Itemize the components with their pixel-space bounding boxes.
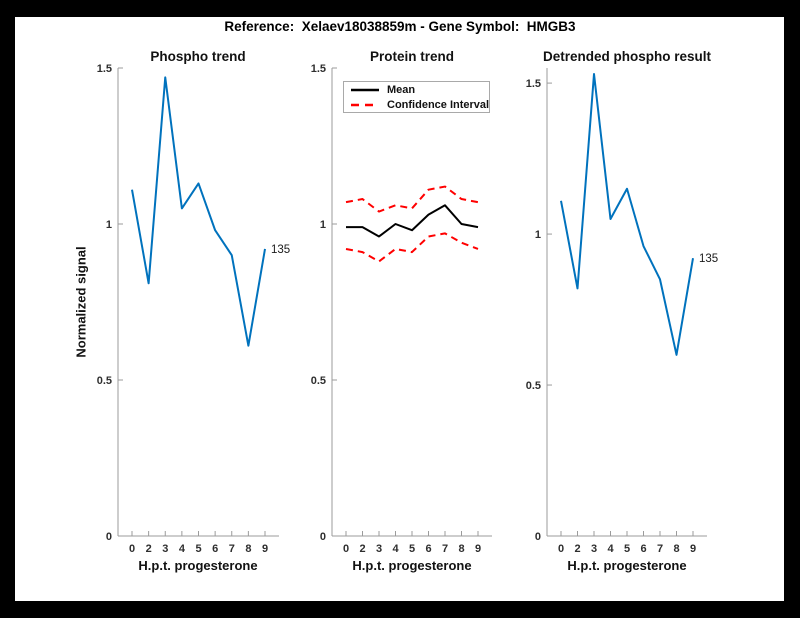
endpoint-annotation: 135: [271, 244, 290, 256]
tick-label: 6: [425, 543, 431, 555]
tick-label: 1: [535, 229, 541, 241]
tick-label: 0: [535, 531, 541, 543]
x-axis-label-protein: H.p.t. progesterone: [352, 558, 472, 573]
tick-label: 3: [591, 543, 597, 555]
tick-label: 9: [262, 543, 268, 555]
tick-label: 1.5: [97, 63, 112, 75]
tick-label: 4: [392, 543, 399, 555]
tick-label: 9: [475, 543, 481, 555]
legend-box: Mean Confidence Interval: [343, 81, 490, 113]
subplot-title-detrended: Detrended phospho result: [542, 49, 711, 64]
tick-label: 4: [607, 543, 614, 555]
tick-label: 5: [195, 543, 201, 555]
x-axis-label-phospho: H.p.t. progesterone: [138, 558, 258, 573]
tick-label: 6: [640, 543, 646, 555]
tick-label: 0: [129, 543, 135, 555]
subplot-title-phospho: Phospho trend: [150, 49, 246, 64]
tick-label: 0: [558, 543, 564, 555]
tick-label: 1: [106, 219, 112, 231]
tick-label: 1.5: [311, 63, 326, 75]
tick-label: 0: [343, 543, 349, 555]
protein-series-line: [345, 232, 479, 263]
protein-subplot: 00.511.50 2 3 4 5 6 7 8 9: [311, 63, 492, 555]
tick-label: 0.5: [526, 380, 541, 392]
tick-label: 0.5: [97, 375, 112, 387]
tick-label: 6: [212, 543, 218, 555]
figure-title: Reference: Xelaev18038859m - Gene Symbol…: [224, 19, 576, 34]
tick-label: 8: [245, 543, 251, 555]
x-axis-label-detrended: H.p.t. progesterone: [567, 558, 687, 573]
tick-label: 2: [359, 543, 365, 555]
tick-label: 0: [106, 531, 112, 543]
phospho-series-line: [131, 76, 266, 347]
tick-label: 0.5: [311, 375, 326, 387]
tick-label: 4: [179, 543, 186, 555]
ci-dashed-line-icon: [351, 103, 379, 106]
protein-series-line: [346, 204, 479, 238]
tick-label: 8: [458, 543, 464, 555]
tick-label: 3: [376, 543, 382, 555]
detrended-series-line: [560, 73, 694, 356]
tick-label: 2: [574, 543, 580, 555]
protein-series-line: [345, 185, 479, 213]
mean-line-icon: [351, 88, 379, 91]
tick-label: 1: [320, 219, 326, 231]
tick-label: 7: [229, 543, 235, 555]
legend-row-ci: Confidence Interval: [351, 99, 489, 111]
legend-label-ci: Confidence Interval: [387, 98, 490, 111]
tick-label: 7: [442, 543, 448, 555]
subplot-title-protein: Protein trend: [369, 49, 454, 64]
legend-label-mean: Mean: [387, 83, 416, 96]
figure-canvas: [15, 17, 784, 601]
endpoint-annotation: 135: [699, 253, 718, 265]
tick-label: 8: [673, 543, 679, 555]
tick-label: 3: [162, 543, 168, 555]
legend-row-mean: Mean: [351, 84, 489, 96]
tick-label: 5: [624, 543, 630, 555]
tick-label: 0: [320, 531, 326, 543]
y-axis-label: Normalized signal: [73, 246, 89, 358]
tick-label: 2: [146, 543, 152, 555]
tick-label: 7: [657, 543, 663, 555]
tick-label: 5: [409, 543, 415, 555]
tick-label: 1.5: [526, 78, 541, 90]
tick-label: 9: [690, 543, 696, 555]
